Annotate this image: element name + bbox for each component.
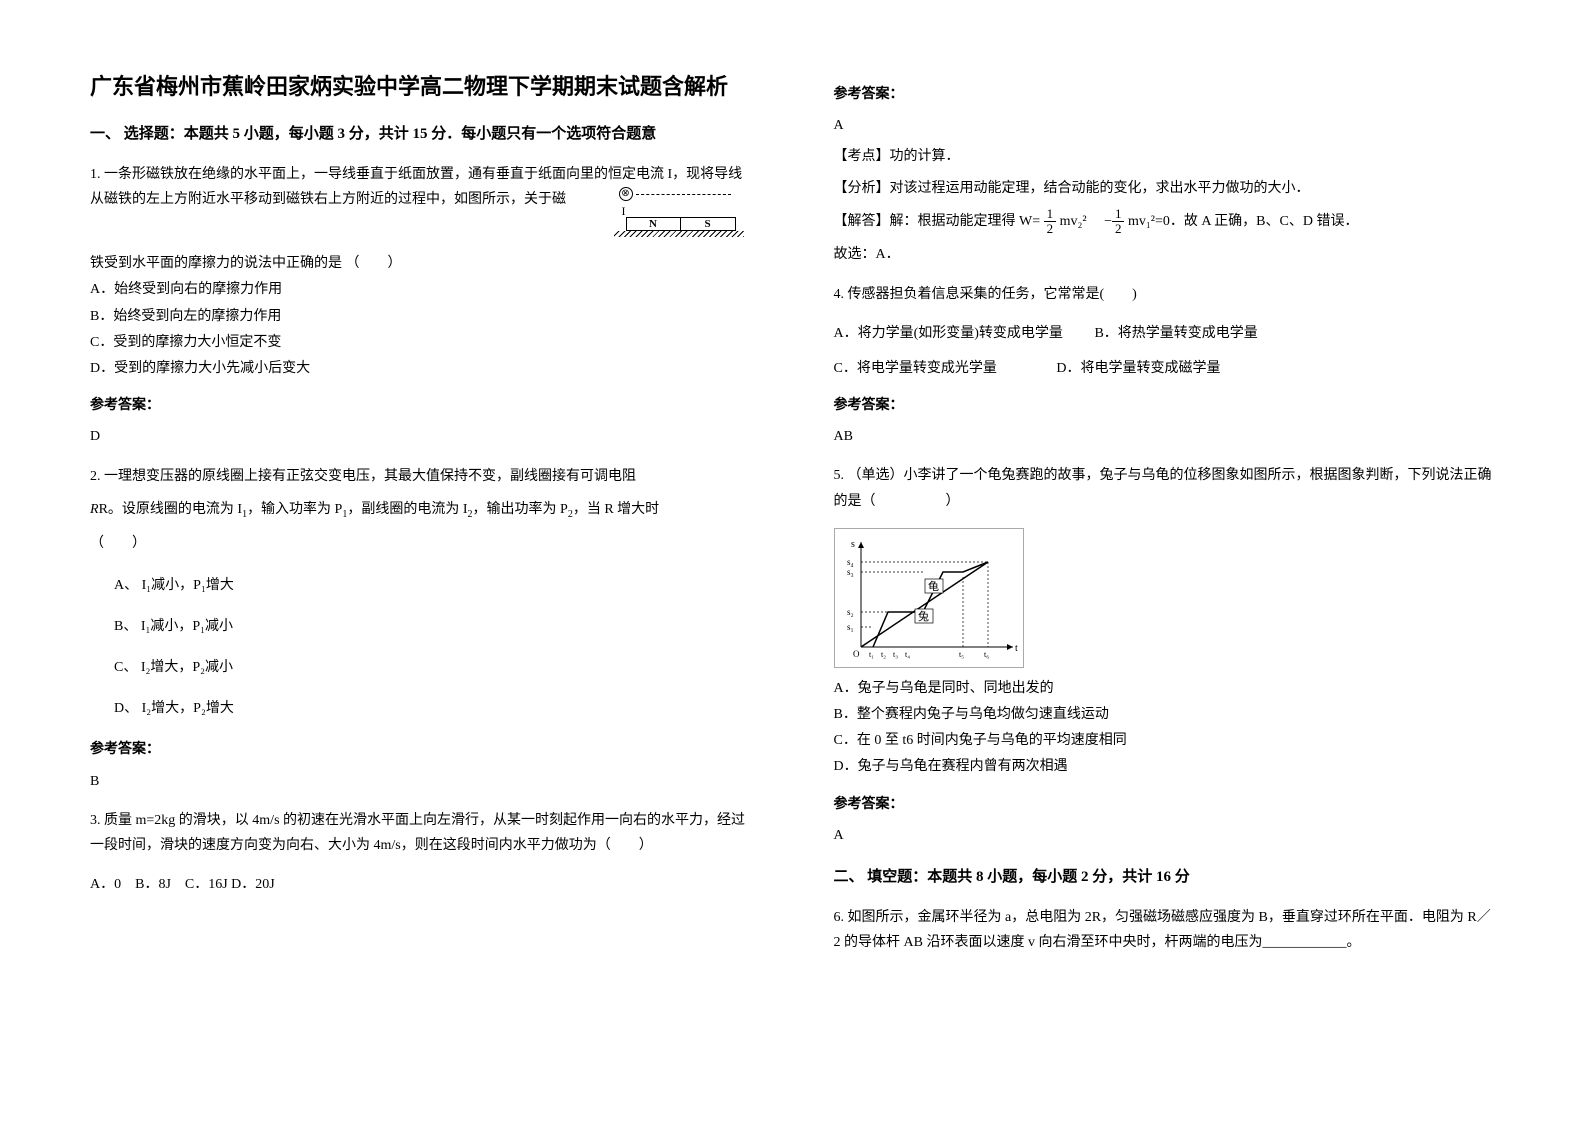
- q2-answer: B: [90, 769, 754, 794]
- document-title: 广东省梅州市蕉岭田家炳实验中学高二物理下学期期末试题含解析: [90, 70, 754, 103]
- q3-analysis: 【分析】对该过程运用动能定理，结合动能的变化，求出水平力做功的大小．: [834, 176, 1498, 201]
- race-graph-svg: t s s₄ s₃ s₂ s₁ O t₁ t₂ t₃ t₄ t₅ t₆: [843, 537, 1018, 662]
- q4-row2: C．将电学量转变成光学量 D．将电学量转变成磁学量: [834, 356, 1498, 381]
- svg-text:s: s: [851, 539, 855, 550]
- left-column: 广东省梅州市蕉岭田家炳实验中学高二物理下学期期末试题含解析 一、 选择题：本题共…: [50, 70, 794, 1052]
- section1-title: 一、 选择题：本题共 5 小题，每小题 3 分，共计 15 分．每小题只有一个选…: [90, 121, 754, 148]
- question-1: 1. 一条形磁铁放在绝缘的水平面上，一导线垂直于纸面放置，通有垂直于纸面向里的恒…: [90, 162, 754, 237]
- q2-answer-label: 参考答案：: [90, 737, 754, 762]
- question-2: 2. 一理想变压器的原线圈上接有正弦交变电压，其最大值保持不变，副线圈接有可调电…: [90, 464, 754, 557]
- magnet-bar: N S: [626, 217, 736, 231]
- fraction-half-2: 12: [1112, 207, 1125, 237]
- q4-row1: A．将力学量(如形变量)转变成电学量 B．将热学量转变成电学量: [834, 321, 1498, 346]
- svg-text:t₆: t₆: [984, 650, 989, 659]
- q4-optD: D．将电学量转变成磁学量: [1056, 361, 1220, 376]
- svg-text:s₄: s₄: [847, 557, 854, 567]
- q2-optA: A、 I₁减小，P₁增大: [114, 573, 754, 598]
- q3-solution: 【解答】解：根据动能定理得 W= 12 mv₂² −12 mv₁²=0．故 A …: [834, 207, 1498, 237]
- q2-optB: B、 I₁减小，P₁减小: [114, 614, 754, 639]
- svg-text:兔: 兔: [918, 609, 929, 623]
- q1-optA: A．始终受到向右的摩擦力作用: [90, 277, 754, 302]
- magnet-diagram: ⊗ I N S: [594, 187, 754, 237]
- q4-answer: AB: [834, 424, 1498, 449]
- dash-line: [636, 194, 731, 195]
- q2-optC: C、 I₂增大，P₂减小: [114, 655, 754, 680]
- magnet-s: S: [681, 218, 735, 230]
- q1-answer-label: 参考答案：: [90, 393, 754, 418]
- svg-text:s₃: s₃: [847, 567, 854, 577]
- q2-stem: 2. 一理想变压器的原线圈上接有正弦交变电压，其最大值保持不变，副线圈接有可调电…: [90, 464, 754, 489]
- question-3: 3. 质量 m=2kg 的滑块，以 4m/s 的初速在光滑水平面上向左滑行，从某…: [90, 808, 754, 858]
- svg-text:t: t: [1015, 643, 1018, 654]
- svg-text:O: O: [853, 649, 860, 659]
- q3-answer-label: 参考答案：: [834, 82, 1498, 107]
- fraction-half-1: 12: [1044, 207, 1057, 237]
- q5-answer: A: [834, 823, 1498, 848]
- svg-text:t₃: t₃: [893, 650, 898, 659]
- race-graph: t s s₄ s₃ s₂ s₁ O t₁ t₂ t₃ t₄ t₅ t₆: [834, 528, 1024, 668]
- q5-optD: D．兔子与乌龟在赛程内曾有两次相遇: [834, 754, 1498, 779]
- q2-optD: D、 I₂增大，P₂增大: [114, 696, 754, 721]
- question-4: 4. 传感器担负着信息采集的任务，它常常是( ): [834, 282, 1498, 307]
- q5-optA: A．兔子与乌龟是同时、同地出发的: [834, 676, 1498, 701]
- current-symbol: ⊗: [619, 187, 633, 201]
- ground-hatching: [614, 231, 744, 237]
- q3-conclusion: 故选：A．: [834, 242, 1498, 267]
- q2-stem2: RR。设原线圈的电流为 I1，输入功率为 P1，副线圈的电流为 I2，输出功率为…: [90, 497, 754, 524]
- q5-answer-label: 参考答案：: [834, 792, 1498, 817]
- magnet-n: N: [627, 218, 681, 230]
- q1-optB: B．始终受到向左的摩擦力作用: [90, 304, 754, 329]
- q4-optC: C．将电学量转变成光学量: [834, 361, 997, 376]
- q3-answer: A: [834, 113, 1498, 138]
- q1-stem2: 铁受到水平面的摩擦力的说法中正确的是 （ ）: [90, 251, 754, 276]
- svg-text:t₅: t₅: [959, 650, 964, 659]
- q4-optA: A．将力学量(如形变量)转变成电学量: [834, 326, 1063, 341]
- section2-title: 二、 填空题：本题共 8 小题，每小题 2 分，共计 16 分: [834, 864, 1498, 891]
- right-column: 参考答案： A 【考点】功的计算． 【分析】对该过程运用动能定理，结合动能的变化…: [794, 70, 1538, 1052]
- question-5: 5. （单选）小李讲了一个龟兔赛跑的故事，兔子与乌龟的位移图象如图所示，根据图象…: [834, 463, 1498, 513]
- question-6: 6. 如图所示，金属环半径为 a，总电阻为 2R，匀强磁场磁感应强度为 B，垂直…: [834, 905, 1498, 955]
- q3-opts: A．0 B．8J C．16J D．20J: [90, 872, 754, 897]
- svg-text:s₂: s₂: [847, 607, 854, 617]
- q5-optB: B．整个赛程内兔子与乌龟均做匀速直线运动: [834, 702, 1498, 727]
- svg-text:t₁: t₁: [869, 650, 874, 659]
- q1-optD: D．受到的摩擦力大小先减小后变大: [90, 356, 754, 381]
- q4-answer-label: 参考答案：: [834, 393, 1498, 418]
- q4-optB: B．将热学量转变成电学量: [1094, 326, 1257, 341]
- q5-optC: C．在 0 至 t6 时间内兔子与乌龟的平均速度相同: [834, 728, 1498, 753]
- svg-text:龟: 龟: [928, 580, 939, 593]
- svg-text:t₄: t₄: [905, 650, 910, 659]
- q1-optC: C．受到的摩擦力大小恒定不变: [90, 330, 754, 355]
- q3-topic: 【考点】功的计算．: [834, 144, 1498, 169]
- svg-text:t₂: t₂: [881, 650, 886, 659]
- svg-text:s₁: s₁: [847, 622, 854, 632]
- q2-bracket: （ ）: [90, 531, 754, 556]
- q1-answer: D: [90, 424, 754, 449]
